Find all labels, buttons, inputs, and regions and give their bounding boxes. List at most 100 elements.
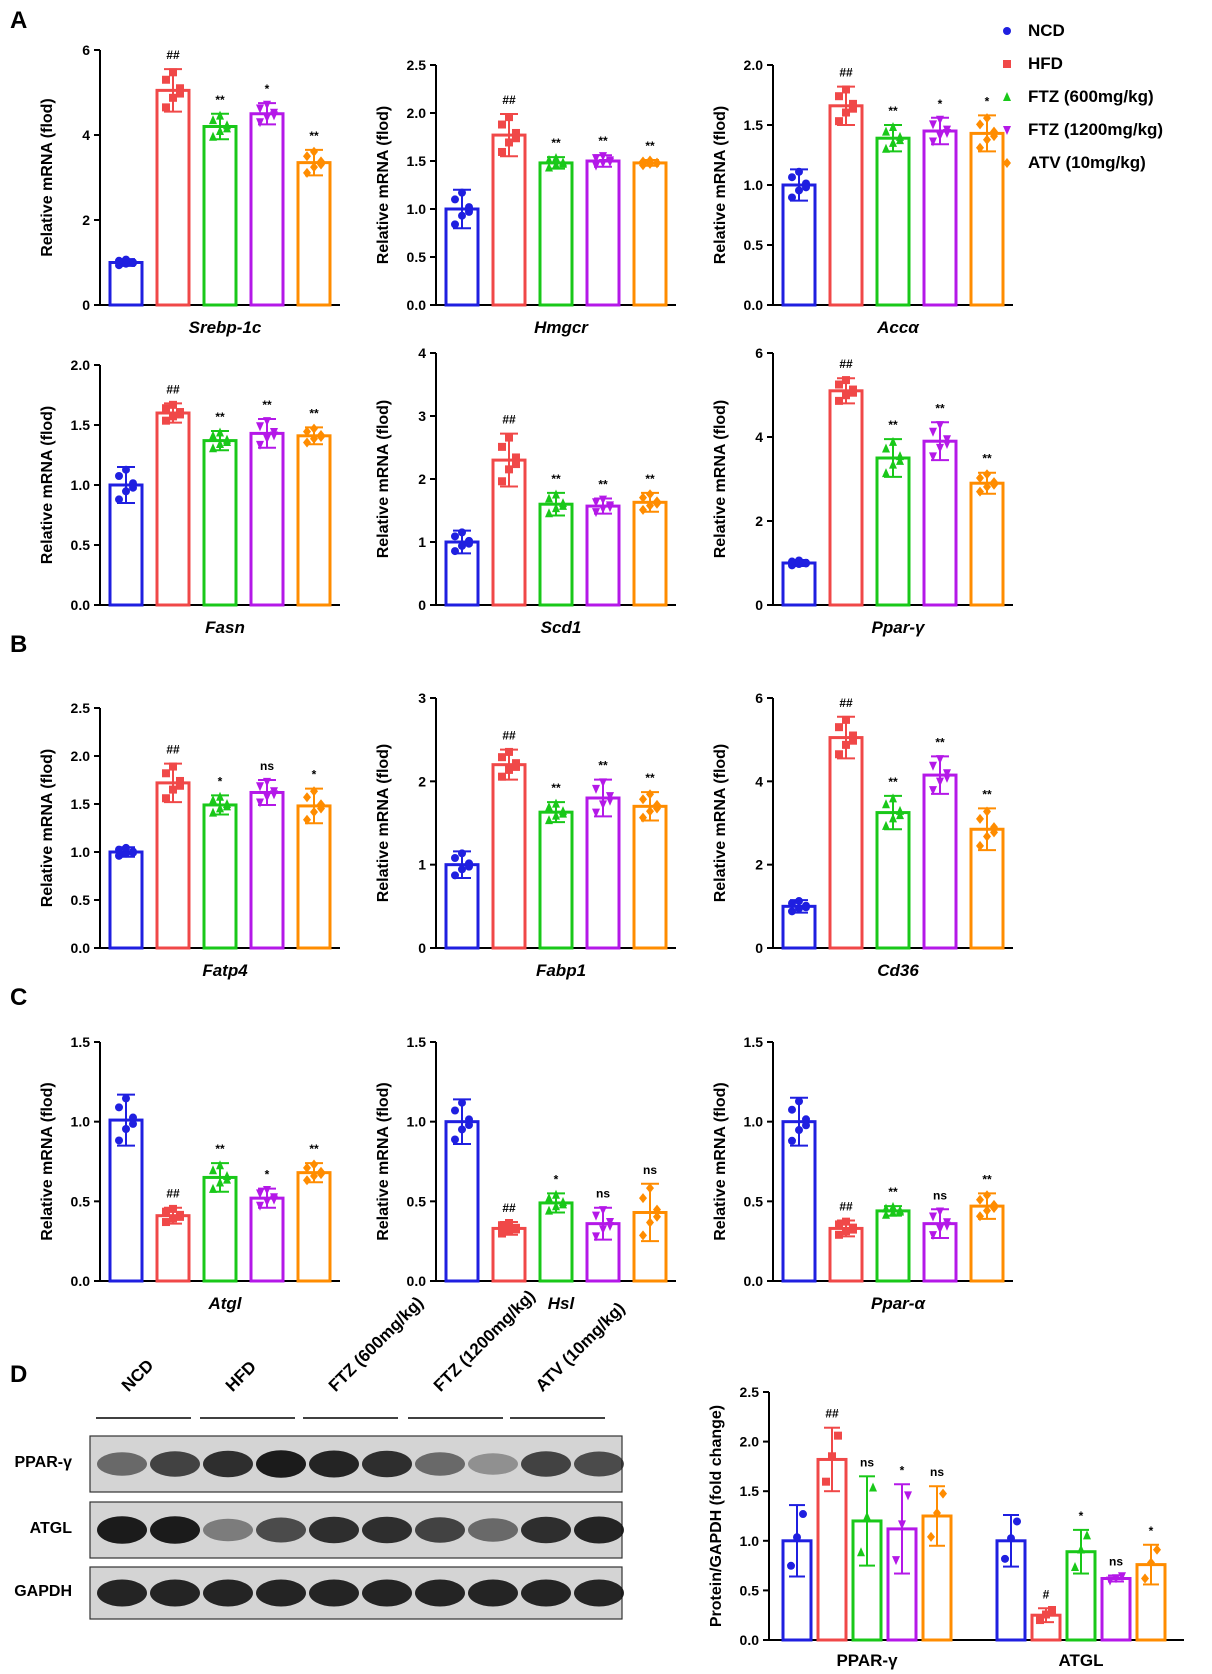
data-point — [176, 781, 184, 790]
data-point — [122, 487, 130, 496]
data-point — [976, 840, 984, 851]
data-point — [606, 792, 614, 802]
bar — [538, 161, 574, 307]
data-point — [317, 1169, 325, 1180]
data-point — [653, 1204, 661, 1215]
data-point — [983, 1190, 991, 1201]
y-tick-label: 1.0 — [744, 177, 764, 193]
data-point — [498, 147, 506, 156]
data-point — [129, 259, 137, 268]
data-point — [802, 1121, 810, 1130]
data-point — [465, 862, 473, 871]
significance-label: ** — [309, 406, 319, 420]
data-point — [882, 1209, 890, 1219]
data-point — [795, 904, 803, 913]
y-tick-label: 6 — [82, 42, 90, 58]
data-point — [505, 465, 513, 474]
legend-label: FTZ (600mg/kg) — [1028, 86, 1154, 106]
y-axis-label: Relative mRNA (flod) — [712, 106, 729, 265]
y-tick-label: 0.5 — [744, 1193, 764, 1209]
y-tick-label: 4 — [82, 127, 90, 143]
data-point — [788, 557, 796, 566]
data-point — [639, 794, 647, 805]
significance-label: ## — [166, 1187, 180, 1201]
data-point — [169, 785, 177, 794]
panel-letter-b: B — [10, 631, 27, 658]
gene-label: Accα — [876, 318, 920, 337]
y-axis-label: Relative mRNA (flod) — [39, 98, 56, 257]
y-tick-label: 2.0 — [71, 748, 91, 764]
data-point — [599, 152, 607, 162]
chart-Scd1: 0 1 2 3 4 Relative mRNA (flod) Scd1 ## ** ** ** — [375, 345, 676, 637]
significance-label: ns — [860, 1455, 874, 1469]
y-tick-label: 0.0 — [740, 1632, 760, 1648]
bar — [781, 561, 817, 607]
gene-label: Fasn — [205, 618, 245, 637]
gene-label: Fatp4 — [202, 961, 248, 980]
data-point — [451, 547, 459, 556]
bar — [632, 161, 668, 307]
bar — [296, 434, 332, 607]
bar — [491, 133, 527, 307]
data-point — [599, 1206, 607, 1216]
data-point — [788, 907, 796, 916]
data-point — [512, 1225, 520, 1234]
y-tick-label: 2.0 — [744, 57, 764, 73]
data-point — [451, 871, 459, 880]
chart-Hsl: 0.0 0.5 1.0 1.5 Relative mRNA (flod) Hsl ## * ns… — [375, 1034, 676, 1313]
significance-label: ## — [502, 1201, 516, 1215]
data-point — [552, 489, 560, 499]
data-point — [270, 111, 278, 121]
data-point — [303, 1162, 311, 1173]
data-point — [849, 1225, 857, 1234]
gene-label: Cd36 — [877, 961, 919, 980]
legend-label: HFD — [1028, 53, 1063, 73]
y-tick-label: 1 — [418, 534, 426, 550]
blot-band — [203, 1450, 253, 1478]
legend-marker — [1003, 125, 1011, 135]
y-tick-label: 1 — [418, 857, 426, 873]
data-point — [545, 155, 553, 165]
data-point — [559, 1199, 567, 1209]
data-point — [129, 1119, 137, 1128]
chart-Accα: 0.0 0.5 1.0 1.5 2.0 Relative mRNA (flod) Accα #… — [712, 57, 1013, 337]
y-tick-label: 6 — [755, 690, 763, 706]
data-point — [451, 532, 459, 541]
bar — [538, 1201, 574, 1283]
significance-label: ** — [935, 401, 945, 415]
data-point — [303, 167, 311, 178]
data-point — [1007, 1534, 1015, 1543]
data-point — [990, 1203, 998, 1214]
gene-label: Hsl — [548, 1294, 576, 1313]
y-tick-label: 0.0 — [407, 297, 427, 313]
data-point — [176, 84, 184, 93]
data-point — [303, 437, 311, 448]
blot-band — [309, 1516, 359, 1544]
y-tick-label: 0.0 — [744, 297, 764, 313]
blot-band — [362, 1450, 412, 1478]
blot-band — [521, 1516, 571, 1544]
data-point — [512, 460, 520, 469]
data-point — [512, 134, 520, 143]
significance-label: * — [265, 82, 270, 96]
data-point — [889, 121, 897, 131]
data-point — [216, 438, 224, 448]
data-point — [889, 813, 897, 823]
blot-row — [89, 1566, 624, 1620]
data-point — [795, 897, 803, 906]
data-point — [458, 541, 466, 550]
data-point — [115, 1136, 123, 1145]
data-point — [263, 1186, 271, 1196]
data-point — [983, 806, 991, 817]
blot-band — [150, 1516, 200, 1544]
legend-item: FTZ (1200mg/kg) — [1000, 113, 1163, 146]
data-point — [498, 772, 506, 781]
chart-protein-gapdh: 0.0 0.5 1.0 1.5 2.0 2.5 Protein/GAPDH (fold ch… — [708, 1384, 1184, 1670]
significance-label: ** — [888, 418, 898, 432]
data-point — [599, 800, 607, 810]
data-point — [849, 736, 857, 745]
chart-Hmgcr: 0.0 0.5 1.0 1.5 2.0 2.5 Relative mRNA (flod) Hm… — [375, 57, 676, 337]
y-tick-label: 0.5 — [744, 237, 764, 253]
legend-marker — [1003, 91, 1011, 101]
